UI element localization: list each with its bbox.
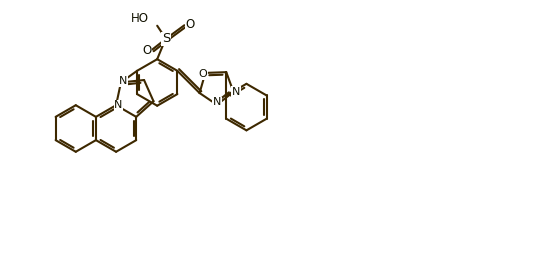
Text: N: N — [213, 97, 221, 107]
Text: S: S — [162, 32, 170, 45]
Text: O: O — [142, 44, 151, 57]
Text: O: O — [186, 18, 195, 31]
Text: O: O — [198, 69, 207, 79]
Text: HO: HO — [131, 12, 149, 25]
Text: N: N — [119, 77, 127, 87]
Text: N: N — [232, 87, 240, 97]
Text: N: N — [114, 100, 122, 110]
